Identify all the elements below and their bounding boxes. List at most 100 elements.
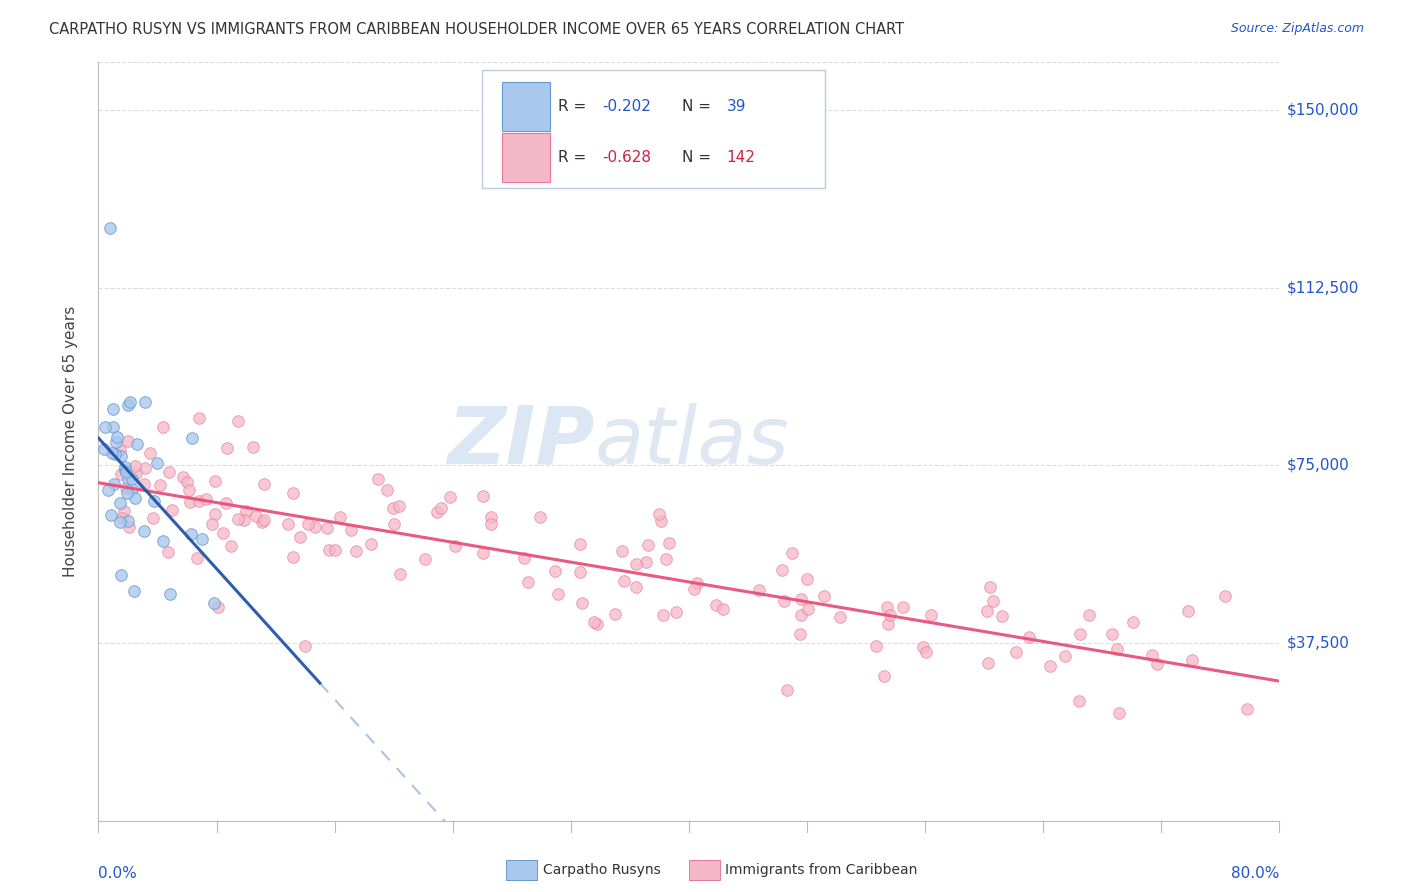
Point (180, 526, 202, 541)
Point (253, 512, 276, 526)
Point (114, 459, 136, 474)
Point (389, 566, 412, 581)
Point (226, 414, 249, 428)
Point (104, 447, 127, 461)
Point (360, 537, 382, 551)
Point (1053, 648, 1076, 663)
Point (143, 494, 166, 508)
Point (1215, 589, 1237, 603)
Point (658, 536, 681, 550)
Point (648, 507, 671, 521)
Point (250, 515, 273, 529)
Point (115, 481, 138, 495)
Point (142, 510, 165, 524)
Y-axis label: Householder Income Over 65 years: Householder Income Over 65 years (63, 306, 77, 577)
Point (177, 483, 200, 498)
Point (876, 617, 898, 632)
Point (748, 582, 770, 597)
Point (297, 516, 319, 531)
Point (1039, 659, 1062, 673)
Point (610, 543, 633, 558)
Point (571, 596, 593, 610)
Text: R =: R = (558, 150, 591, 165)
Point (991, 609, 1014, 624)
Point (513, 550, 536, 565)
Point (912, 640, 935, 654)
Point (415, 551, 437, 566)
Text: $75,000: $75,000 (1286, 458, 1350, 473)
Point (125, 436, 148, 450)
Point (517, 574, 540, 589)
Point (976, 604, 998, 618)
Point (665, 605, 688, 619)
Point (207, 599, 229, 614)
Point (120, 395, 142, 409)
Point (981, 594, 1004, 608)
Point (132, 477, 155, 491)
Point (110, 568, 132, 582)
Point (914, 645, 936, 659)
Point (651, 607, 673, 622)
Point (226, 512, 249, 526)
Point (979, 580, 1001, 594)
Text: $37,500: $37,500 (1286, 635, 1350, 650)
Point (103, 420, 125, 434)
Point (101, 401, 124, 416)
Point (344, 543, 367, 558)
Point (582, 615, 605, 630)
Point (139, 446, 162, 460)
Point (124, 459, 146, 474)
Point (156, 545, 179, 559)
Point (121, 472, 143, 486)
Point (704, 599, 727, 613)
Point (202, 596, 225, 610)
Point (204, 474, 226, 488)
Point (479, 510, 502, 524)
Point (813, 589, 835, 603)
Text: ZIP: ZIP (447, 402, 595, 481)
Point (190, 532, 212, 546)
Point (294, 639, 316, 653)
Point (94, 419, 117, 434)
Point (711, 601, 734, 615)
Point (111, 511, 134, 525)
Point (108, 516, 131, 530)
Point (122, 584, 145, 599)
Point (117, 434, 139, 448)
Point (152, 534, 174, 549)
Point (879, 608, 901, 623)
Point (281, 486, 304, 500)
Point (162, 503, 184, 517)
Point (134, 460, 156, 475)
Point (624, 557, 647, 571)
Point (891, 599, 914, 614)
Text: 80.0%: 80.0% (1232, 866, 1279, 881)
Point (683, 582, 706, 596)
Point (367, 472, 389, 486)
Point (315, 521, 337, 535)
Point (471, 546, 494, 560)
Text: R =: R = (558, 99, 591, 114)
Point (976, 656, 998, 670)
Point (134, 395, 156, 409)
Point (115, 486, 138, 500)
Point (176, 475, 198, 489)
Point (920, 607, 942, 622)
Point (100, 508, 122, 523)
Point (118, 520, 141, 534)
Point (1181, 653, 1204, 667)
Text: N =: N = (682, 99, 716, 114)
Point (830, 610, 852, 624)
Point (115, 466, 138, 480)
Point (283, 550, 305, 565)
Point (789, 627, 811, 641)
Point (624, 580, 647, 594)
Point (375, 483, 398, 497)
Point (194, 491, 217, 506)
Point (865, 639, 887, 653)
Point (180, 431, 202, 445)
Point (382, 500, 405, 515)
Point (146, 457, 169, 471)
Point (797, 602, 820, 616)
Point (1108, 706, 1130, 720)
